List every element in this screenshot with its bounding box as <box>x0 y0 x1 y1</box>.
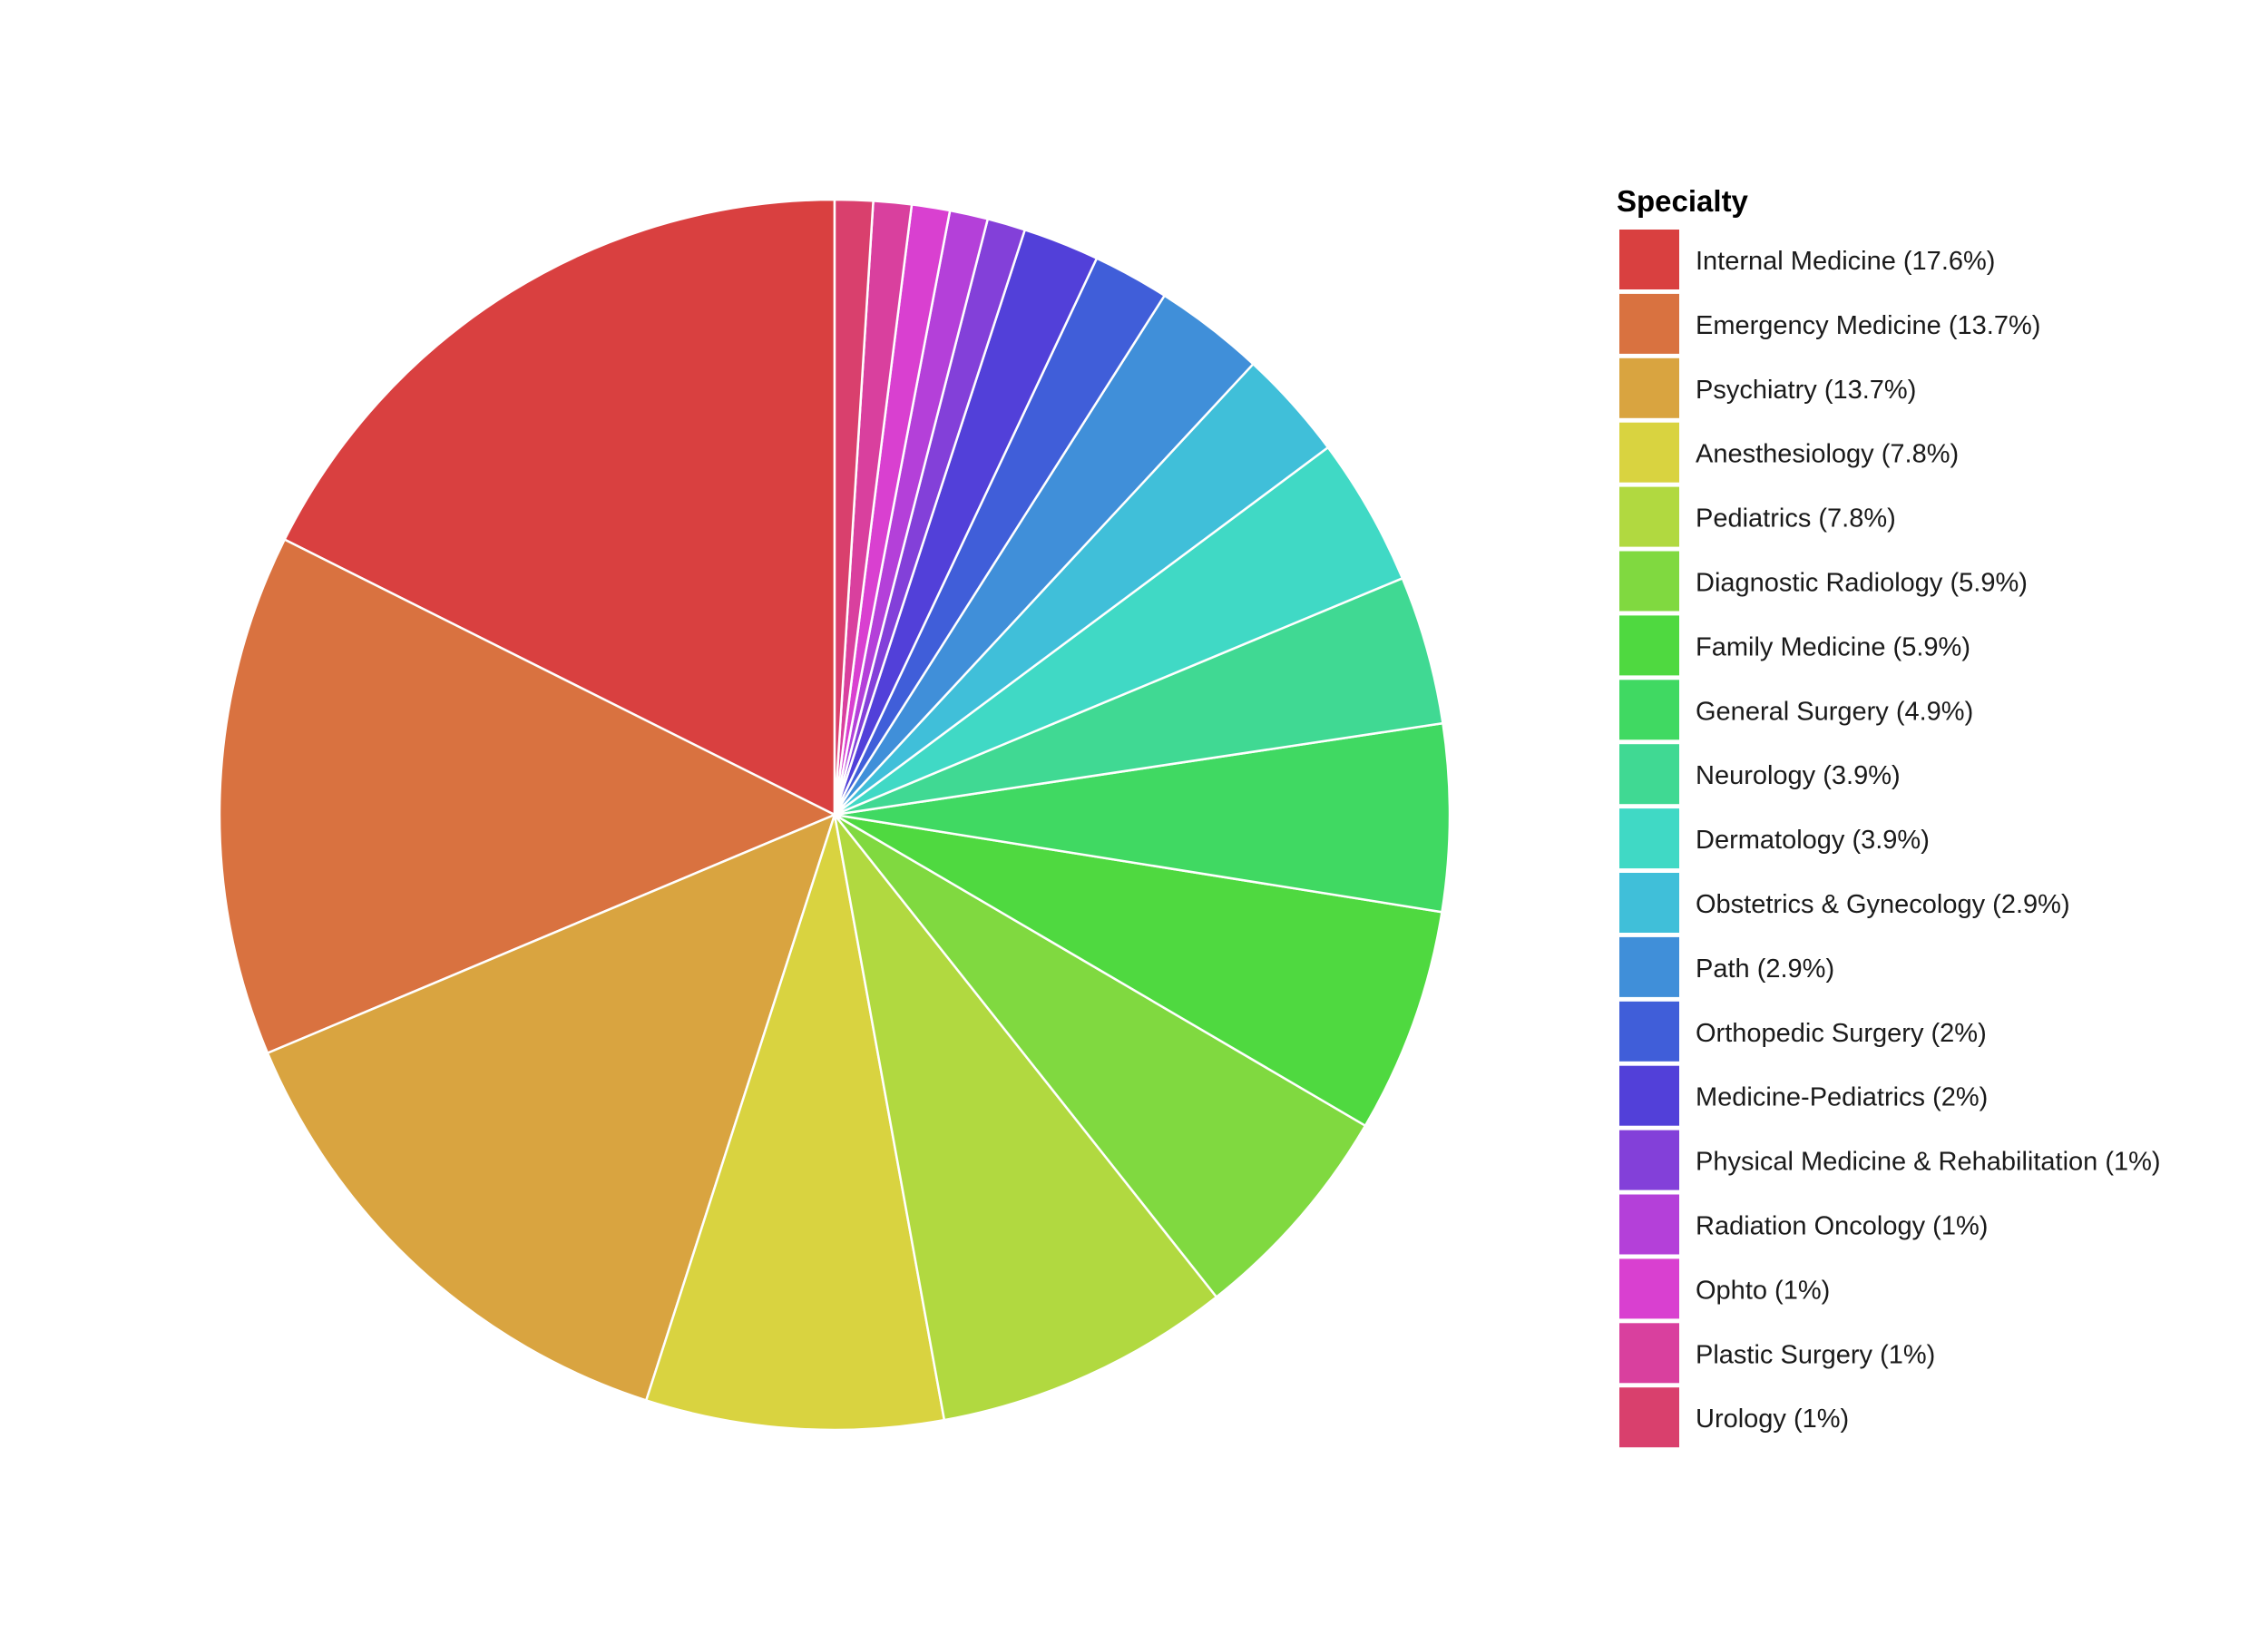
legend-label-5: Pediatrics (7.8%) <box>1696 504 1896 534</box>
pie-slice-7 <box>833 813 1443 1127</box>
legend-items: Internal Medicine (17.6%) Emergency Medic… <box>1619 230 2161 1448</box>
pie-slice-19 <box>833 198 875 817</box>
legend-label-12: Path (2.9%) <box>1696 954 1834 984</box>
legend: Specialty Internal Medicine (17.6%) Emerg… <box>1617 184 2161 1448</box>
pie-slice-8 <box>833 721 1452 914</box>
legend-swatch-6 <box>1619 551 1679 612</box>
legend-swatch-9 <box>1619 744 1679 805</box>
legend-label-11: Obstetrics & Gynecology (2.9%) <box>1696 890 2070 919</box>
legend-label-10: Dermatology (3.9%) <box>1696 826 1930 855</box>
legend-swatch-19 <box>1619 1387 1679 1448</box>
legend-swatch-16 <box>1619 1194 1679 1255</box>
legend-swatch-8 <box>1619 680 1679 740</box>
pie-slice-6 <box>833 813 1367 1298</box>
legend-label-3: Psychiatry (13.7%) <box>1696 376 1916 405</box>
legend-label-7: Family Medicine (5.9%) <box>1696 632 1970 661</box>
legend-label-2: Emergency Medicine (13.7%) <box>1696 311 2040 340</box>
legend-swatch-1 <box>1619 230 1679 289</box>
pie-slice-1 <box>283 198 836 817</box>
legend-swatch-5 <box>1619 486 1679 547</box>
legend-swatch-2 <box>1619 293 1679 354</box>
legend-swatch-3 <box>1619 357 1679 418</box>
legend-label-17: Ophto (1%) <box>1696 1276 1830 1305</box>
legend-swatch-14 <box>1619 1065 1679 1126</box>
legend-label-13: Orthopedic Surgery (2%) <box>1696 1019 1987 1048</box>
pie-slices <box>218 198 1452 1432</box>
legend-swatch-18 <box>1619 1323 1679 1384</box>
legend-swatch-10 <box>1619 808 1679 869</box>
legend-label-8: General Surgery (4.9%) <box>1696 697 1973 726</box>
pie-slice-2 <box>218 538 836 1054</box>
legend-label-15: Physical Medicine & Rehabilitation (1%) <box>1696 1148 2161 1177</box>
legend-label-6: Diagnostic Radiology (5.9%) <box>1696 569 2028 598</box>
legend-label-16: Radiation Oncology (1%) <box>1696 1212 1988 1241</box>
legend-label-18: Plastic Surgery (1%) <box>1696 1340 1935 1369</box>
legend-swatch-4 <box>1619 422 1679 483</box>
legend-title: Specialty <box>1617 184 1749 218</box>
legend-label-4: Anesthesiology (7.8%) <box>1696 440 1959 469</box>
legend-swatch-12 <box>1619 936 1679 997</box>
legend-swatch-11 <box>1619 873 1679 933</box>
legend-label-1: Internal Medicine (17.6%) <box>1696 247 1995 276</box>
legend-swatch-13 <box>1619 1001 1679 1062</box>
pie-slice-4 <box>645 813 946 1432</box>
legend-label-14: Medicine-Pediatrics (2%) <box>1696 1083 1988 1112</box>
legend-swatch-17 <box>1619 1258 1679 1319</box>
legend-swatch-15 <box>1619 1130 1679 1190</box>
legend-label-9: Neurology (3.9%) <box>1696 761 1901 790</box>
pie-slice-5 <box>833 813 1218 1422</box>
legend-swatch-7 <box>1619 615 1679 676</box>
legend-label-19: Urology (1%) <box>1696 1405 1849 1434</box>
